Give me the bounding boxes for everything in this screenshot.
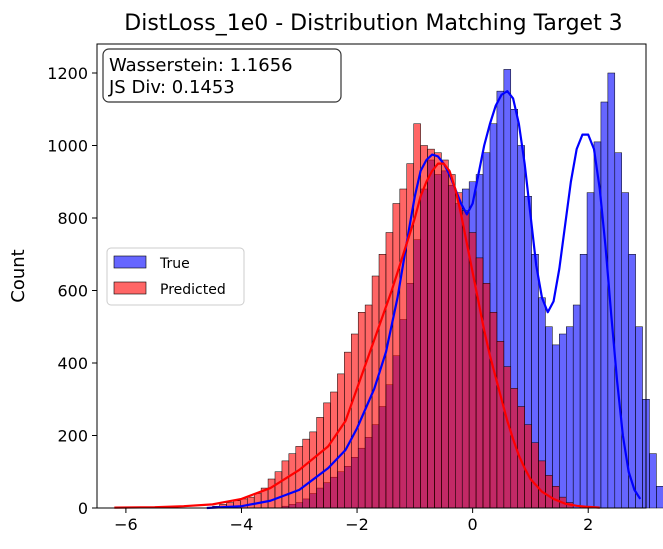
y-tick-label: 1000 — [47, 137, 88, 156]
histogram-bar-predicted — [302, 438, 310, 509]
histogram-bar-predicted — [448, 174, 456, 509]
plot-frame — [96, 43, 647, 509]
histogram-bar-predicted — [288, 453, 297, 509]
kde-line-predicted — [114, 162, 600, 509]
histogram-bar-predicted — [316, 417, 324, 509]
histogram-bar-predicted — [247, 496, 255, 509]
histogram-bar-predicted — [503, 366, 512, 509]
x-tick-label: −6 — [114, 515, 138, 534]
histogram-bar-predicted — [427, 148, 435, 509]
legend-swatch-true — [113, 255, 147, 269]
histogram-bar-predicted — [406, 163, 414, 509]
histogram-bar-predicted — [267, 478, 276, 509]
histogram-bar-predicted — [441, 159, 449, 509]
plot-area: −6 −4 −2 0 2 0 200 400 600 800 1000 1200 Wasserstein… — [47, 43, 663, 534]
histogram-bar-true — [649, 453, 657, 509]
y-tick-label: 400 — [57, 354, 88, 373]
histogram-bar-predicted — [295, 446, 303, 509]
legend-label-true: True — [159, 256, 190, 272]
histogram-bar-predicted — [524, 424, 532, 509]
y-tick-label: 0 — [78, 499, 88, 518]
x-tick-label: 0 — [468, 515, 478, 534]
stats-box — [102, 48, 342, 103]
y-axis-label: Count — [8, 249, 29, 302]
histogram-bar-predicted — [351, 333, 359, 509]
x-tick-label: 2 — [583, 515, 593, 534]
histogram-bar-true — [635, 326, 643, 509]
histogram-bar-predicted — [253, 493, 262, 509]
histogram-bar-true — [566, 326, 574, 509]
histogram-bar-true — [614, 152, 622, 509]
kde-line-true — [206, 90, 642, 510]
histogram-bar-true — [552, 344, 560, 509]
histogram-bar-true — [559, 333, 567, 509]
histogram-bar-predicted — [496, 341, 505, 509]
histogram-bar-predicted — [545, 475, 553, 509]
js-div-text: JS Div: 0.1453 — [108, 77, 235, 98]
legend: True Predicted — [106, 247, 245, 306]
histogram-bar-predicted — [378, 254, 387, 509]
histogram-bar-predicted — [482, 283, 491, 509]
histogram-bar-predicted — [434, 152, 442, 509]
histogram-bar-predicted — [552, 486, 560, 509]
histogram-bar-predicted — [274, 471, 283, 509]
histogram-bar-predicted — [489, 312, 498, 509]
y-tick-label: 200 — [57, 427, 88, 446]
histogram-bar-predicted — [385, 232, 394, 509]
y-tick-label: 600 — [57, 282, 88, 301]
histogram-bar-predicted — [392, 203, 401, 509]
histogram-bar-predicted — [420, 145, 428, 509]
histogram-bar-predicted — [538, 460, 546, 509]
histogram-bar-true — [579, 254, 588, 509]
y-tick-label: 1200 — [47, 64, 88, 83]
histogram-bar-predicted — [344, 351, 352, 509]
histogram-bar-true — [600, 101, 609, 509]
wasserstein-text: Wasserstein: 1.1656 — [109, 55, 293, 76]
histogram-bar-predicted — [330, 391, 338, 509]
histogram-bar-true — [628, 254, 636, 509]
histogram-bar-predicted — [455, 192, 463, 509]
histogram-bar-true — [656, 486, 663, 509]
x-tick-label: −2 — [345, 515, 369, 534]
histogram-bar-true — [586, 192, 595, 509]
histogram-bar-predicted — [399, 188, 408, 509]
y-tick-label: 800 — [57, 209, 88, 228]
histogram-bar-predicted — [323, 402, 331, 509]
histogram-bar-predicted — [281, 460, 290, 509]
x-tick-label: −4 — [230, 515, 254, 534]
legend-label-predicted: Predicted — [160, 282, 226, 298]
histogram-bar-predicted — [309, 431, 317, 509]
histogram-bar-true — [572, 304, 581, 509]
legend-swatch-predicted — [113, 281, 147, 295]
chart-title: DistLoss_1e0 - Distribution Matching Tar… — [124, 11, 622, 36]
histogram-bar-predicted — [337, 373, 345, 509]
histogram-bar-predicted — [531, 442, 539, 509]
